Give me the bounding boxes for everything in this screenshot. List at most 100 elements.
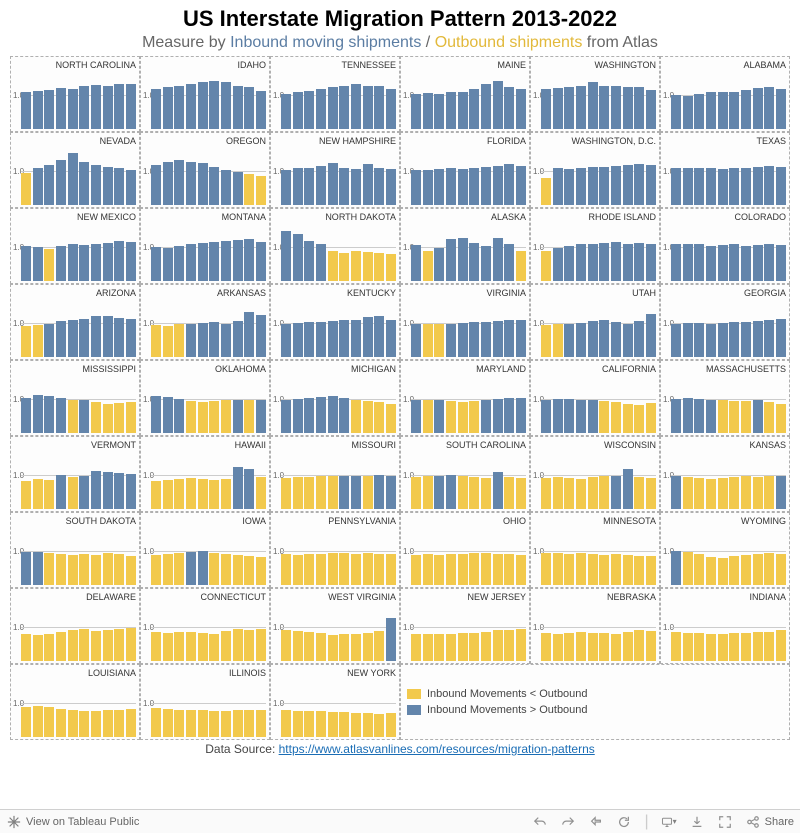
source-link[interactable]: https://www.atlasvanlines.com/resources/… (279, 742, 595, 756)
bar (339, 86, 349, 129)
bar (44, 634, 54, 661)
bar (174, 710, 184, 737)
bar (706, 634, 716, 661)
bar (281, 94, 291, 129)
bar (114, 629, 124, 661)
bar (244, 174, 254, 205)
share-label: Share (765, 816, 794, 828)
bar (611, 634, 621, 661)
bar (316, 244, 326, 281)
undo-icon[interactable] (532, 814, 548, 830)
bar (623, 87, 633, 129)
bar (729, 322, 739, 357)
bar (386, 618, 396, 661)
bar (304, 322, 314, 357)
bar (729, 633, 739, 661)
small-multiple-cell: NEBRASKA1.0 (530, 588, 660, 664)
bar (304, 477, 314, 509)
bar (516, 478, 526, 509)
bar (256, 629, 266, 661)
bar (764, 320, 774, 357)
bar (328, 321, 338, 357)
download-icon[interactable] (689, 814, 705, 830)
bar (718, 92, 728, 129)
bar (776, 476, 786, 509)
bar (741, 246, 751, 281)
bar (293, 168, 303, 205)
bar (91, 244, 101, 281)
bar (233, 467, 243, 509)
share-button[interactable]: Share (745, 814, 794, 830)
bar (79, 245, 89, 281)
bar (56, 88, 66, 129)
small-multiple-cell: VIRGINIA1.0 (400, 284, 530, 360)
bar (423, 170, 433, 205)
bar (339, 253, 349, 281)
small-multiple-cell: MICHIGAN1.0 (270, 360, 400, 436)
refresh-icon[interactable] (616, 814, 632, 830)
tableau-logo-icon (6, 814, 22, 830)
bar (469, 401, 479, 433)
bar (186, 401, 196, 433)
bar (553, 553, 563, 585)
bar (458, 323, 468, 357)
bar (103, 472, 113, 509)
subtitle-outbound: Outbound shipments (435, 34, 583, 51)
bar (623, 404, 633, 433)
bar (339, 168, 349, 205)
legend-item-more: Inbound Movements > Outbound (407, 704, 588, 716)
bar (646, 556, 656, 585)
bar (33, 325, 43, 357)
bar (151, 555, 161, 585)
bar (776, 167, 786, 205)
bar (244, 556, 254, 585)
bar (103, 243, 113, 281)
bar (683, 244, 693, 281)
bar-group (21, 449, 136, 509)
small-multiple-cell: OHIO1.0 (400, 512, 530, 588)
subtitle-post: from Atlas (582, 34, 658, 51)
bar (174, 479, 184, 509)
bar (588, 400, 598, 433)
view-label: View on Tableau Public (26, 816, 139, 828)
bar (599, 555, 609, 585)
bar (481, 322, 491, 357)
bar (776, 404, 786, 433)
bar (374, 168, 384, 205)
revert-icon[interactable] (588, 814, 604, 830)
bar (599, 401, 609, 433)
bar (764, 402, 774, 433)
bar (103, 553, 113, 585)
bar (706, 557, 716, 585)
bar (564, 87, 574, 129)
bar (44, 90, 54, 129)
bar (103, 86, 113, 129)
view-on-tableau[interactable]: View on Tableau Public (6, 814, 139, 830)
bar (623, 244, 633, 281)
bar (481, 632, 491, 661)
bar (374, 554, 384, 585)
bar (764, 166, 774, 205)
bar (776, 554, 786, 585)
bar (316, 633, 326, 661)
bar (504, 554, 514, 585)
small-multiple-cell: PENNSYLVANIA1.0 (270, 512, 400, 588)
bar (671, 95, 681, 129)
small-multiple-cell: NEW MEXICO1.0 (10, 208, 140, 284)
bar (634, 405, 644, 433)
bar (209, 242, 219, 281)
bar (281, 231, 291, 281)
bar (706, 92, 716, 129)
small-multiple-cell: SOUTH CAROLINA1.0 (400, 436, 530, 512)
redo-icon[interactable] (560, 814, 576, 830)
bar (209, 711, 219, 737)
bar (458, 402, 468, 433)
bar (764, 632, 774, 661)
bar (151, 165, 161, 205)
fullscreen-icon[interactable] (717, 814, 733, 830)
bar (776, 89, 786, 129)
device-icon[interactable]: ▾ (661, 814, 677, 830)
bar (56, 160, 66, 205)
bar (564, 169, 574, 205)
bar (481, 478, 491, 509)
